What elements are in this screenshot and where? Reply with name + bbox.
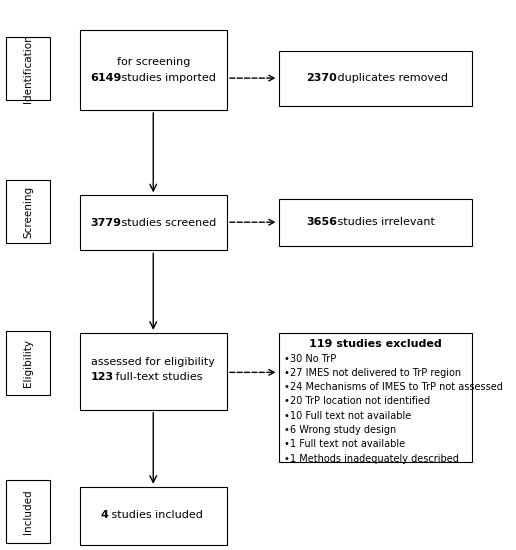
Text: 2370: 2370 — [307, 73, 337, 83]
Bar — [6, 480, 50, 543]
Text: 3779: 3779 — [90, 218, 121, 228]
Text: •: • — [284, 439, 289, 449]
Bar — [80, 195, 227, 250]
Text: •: • — [284, 368, 289, 378]
Text: 1 Methods inadequately described: 1 Methods inadequately described — [290, 454, 459, 464]
Bar — [6, 37, 50, 100]
Text: •: • — [284, 425, 289, 435]
Text: studies screened: studies screened — [118, 218, 216, 228]
Text: full-text studies: full-text studies — [111, 372, 202, 382]
Text: •: • — [284, 411, 289, 421]
Text: 3656: 3656 — [307, 217, 337, 227]
Text: 24 Mechanisms of IMES to TrP not assessed: 24 Mechanisms of IMES to TrP not assesse… — [290, 382, 503, 392]
Bar — [80, 487, 227, 544]
Text: •: • — [284, 397, 289, 406]
Bar — [80, 333, 227, 410]
Text: 20 TrP location not identified: 20 TrP location not identified — [290, 397, 430, 406]
Text: for screening: for screening — [117, 57, 190, 67]
Text: •: • — [284, 382, 289, 392]
Text: 123: 123 — [91, 372, 114, 382]
Text: studies imported: studies imported — [118, 73, 216, 82]
Bar — [279, 51, 472, 106]
Text: •: • — [284, 454, 289, 464]
Text: studies irrelevant: studies irrelevant — [334, 217, 435, 227]
Bar — [279, 199, 472, 246]
Text: Screening: Screening — [23, 186, 33, 238]
Text: 1 Full text not available: 1 Full text not available — [290, 439, 405, 449]
Text: 6 Wrong study design: 6 Wrong study design — [290, 425, 396, 435]
Bar — [279, 333, 472, 462]
Text: •: • — [284, 354, 289, 364]
Text: 30 No TrP: 30 No TrP — [290, 354, 336, 364]
Text: 27 IMES not delivered to TrP region: 27 IMES not delivered to TrP region — [290, 368, 461, 378]
Text: Eligibility: Eligibility — [23, 339, 33, 387]
Bar — [6, 331, 50, 395]
Text: Identification: Identification — [23, 34, 33, 103]
Text: 6149: 6149 — [90, 73, 122, 82]
Bar — [80, 30, 227, 110]
Text: studies included: studies included — [107, 510, 202, 520]
Text: 10 Full text not available: 10 Full text not available — [290, 411, 411, 421]
Text: duplicates removed: duplicates removed — [334, 73, 448, 83]
Text: Included: Included — [23, 489, 33, 534]
Text: 4: 4 — [101, 510, 108, 520]
Text: 119 studies excluded: 119 studies excluded — [309, 339, 442, 349]
Text: assessed for eligibility: assessed for eligibility — [91, 357, 215, 367]
Bar — [6, 180, 50, 243]
